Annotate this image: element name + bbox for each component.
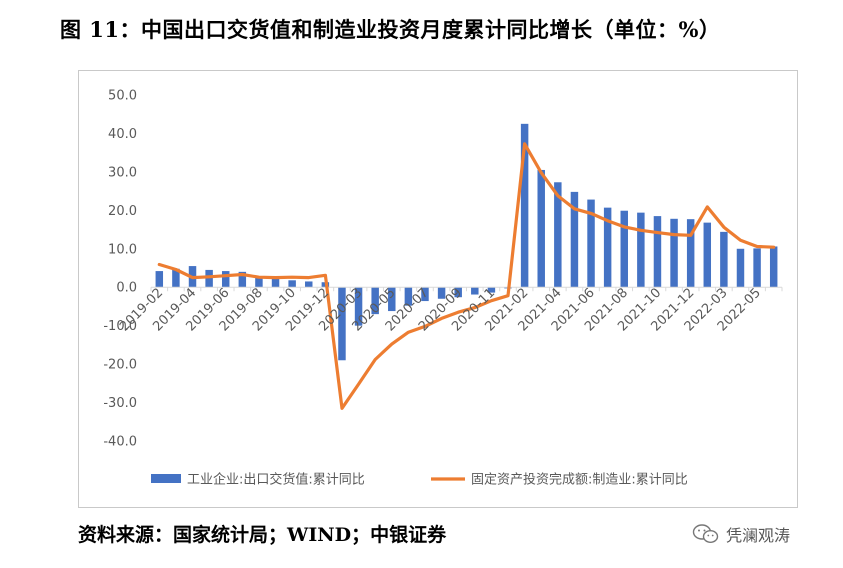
bar <box>554 182 562 288</box>
y-tick-label: -10.0 <box>103 319 137 334</box>
y-tick-label: 40.0 <box>108 127 137 142</box>
bar <box>603 207 612 288</box>
bar <box>454 287 462 298</box>
watermark-text: 凭澜观涛 <box>726 526 791 545</box>
bar <box>305 281 313 288</box>
bar <box>637 212 645 288</box>
legend-label-bar: 工业企业:出口交货值:累计同比 <box>187 472 365 488</box>
chart-title: 图 11：中国出口交货值和制造业投资月度累计同比增长（单位：%） <box>60 17 721 42</box>
y-tick-label: -40.0 <box>103 435 137 450</box>
y-tick-label: 20.0 <box>108 204 137 219</box>
bar <box>205 269 213 288</box>
bar <box>172 268 180 288</box>
y-tick-label: 30.0 <box>108 165 137 180</box>
bar <box>338 287 346 361</box>
bar <box>388 287 396 312</box>
bar <box>570 191 579 288</box>
bar <box>155 271 164 288</box>
bar <box>686 219 695 288</box>
line-series <box>157 142 776 410</box>
bar <box>271 277 280 288</box>
legend-swatch-bar <box>151 474 181 483</box>
bar <box>221 271 230 288</box>
bar <box>421 287 429 302</box>
bar <box>437 287 446 299</box>
bar <box>487 287 496 293</box>
bar <box>255 277 263 288</box>
bar <box>537 169 545 288</box>
y-tick-label: -20.0 <box>103 358 137 373</box>
y-tick-label: 10.0 <box>108 242 137 257</box>
bar <box>288 280 296 288</box>
bar <box>703 222 712 288</box>
bar <box>769 246 778 288</box>
wechat-icon <box>692 524 719 544</box>
watermark: 凭澜观涛 <box>692 522 790 546</box>
bar <box>720 231 728 288</box>
source-note: 资料来源：国家统计局；WIND；中银证券 <box>78 524 447 546</box>
bar <box>753 248 761 288</box>
legend-label-line: 固定资产投资完成额:制造业:累计同比 <box>471 472 688 488</box>
y-tick-label: -30.0 <box>103 396 137 411</box>
bar <box>653 216 662 288</box>
bar <box>620 210 628 288</box>
y-tick-label: 50.0 <box>108 89 137 104</box>
bar <box>371 287 379 315</box>
bar <box>670 218 678 288</box>
chart-frame: 50.0 40.0 30.0 20.0 10.0 0.0 -10.0 -20.0 -30.0 -4… <box>78 70 798 508</box>
chart-svg: 50.0 40.0 30.0 20.0 10.0 0.0 -10.0 -20.0 -30.0 -4… <box>103 89 783 488</box>
y-tick-label: 0.0 <box>116 281 137 296</box>
bar <box>736 248 745 288</box>
bar <box>520 123 529 288</box>
bar <box>238 271 247 288</box>
bar <box>471 287 479 295</box>
bar <box>354 287 363 326</box>
bar <box>404 287 413 306</box>
bar <box>587 199 595 288</box>
